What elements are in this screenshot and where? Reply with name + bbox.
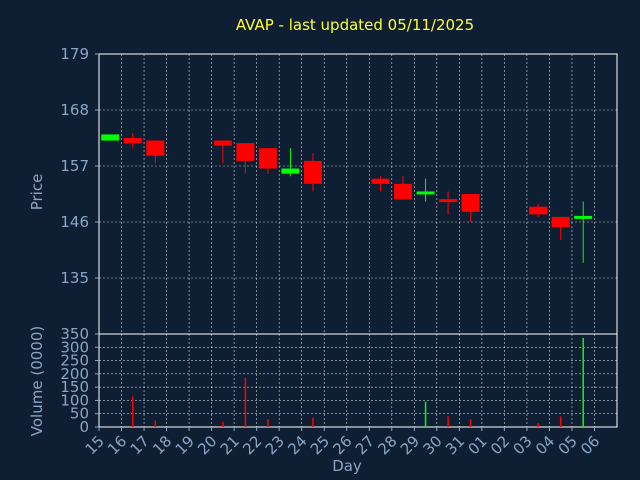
candle-body	[303, 160, 322, 184]
volume-tick-label: 350	[60, 325, 89, 343]
volume-tick-label: 50	[70, 405, 89, 423]
chart-title: AVAP - last updated 05/11/2025	[236, 16, 474, 34]
candle-body	[213, 140, 232, 146]
candle-body	[574, 215, 593, 219]
volume-tick-label: 0	[79, 418, 89, 436]
price-panel: 135 146 157 168 179	[60, 45, 618, 335]
price-tick-label: 135	[60, 269, 89, 287]
x-tick-label: 06	[577, 432, 603, 458]
candle-body	[529, 206, 548, 215]
volume-tick-label: 200	[60, 365, 89, 383]
volume-tick-label: 150	[60, 378, 89, 396]
volume-axis-label: Volume (0000)	[28, 326, 46, 436]
candle-body	[101, 134, 120, 141]
price-tick-label: 157	[60, 157, 89, 175]
volume-frame	[98, 333, 618, 428]
price-tick-label: 179	[60, 45, 89, 63]
candle-body	[394, 183, 413, 200]
candle-body	[146, 140, 165, 156]
x-axis: 1516171819202122232425262728293031010203…	[82, 427, 603, 458]
price-tick-label: 168	[60, 101, 89, 119]
candle-body	[258, 148, 277, 169]
price-frame	[98, 53, 618, 335]
volume-tick-label: 300	[60, 338, 89, 356]
candle-body	[371, 178, 390, 184]
candle-body	[461, 194, 480, 212]
volume-tick-label: 250	[60, 352, 89, 370]
candle-body	[416, 191, 435, 195]
x-axis-label: Day	[332, 457, 362, 475]
price-axis-label: Price	[28, 174, 46, 211]
candle-body	[236, 143, 255, 161]
price-tick-label: 146	[60, 213, 89, 231]
candle-body	[439, 199, 458, 203]
candle-body	[551, 216, 570, 228]
candle-body	[281, 168, 300, 174]
candle-body	[123, 138, 142, 144]
volume-tick-label: 100	[60, 391, 89, 409]
